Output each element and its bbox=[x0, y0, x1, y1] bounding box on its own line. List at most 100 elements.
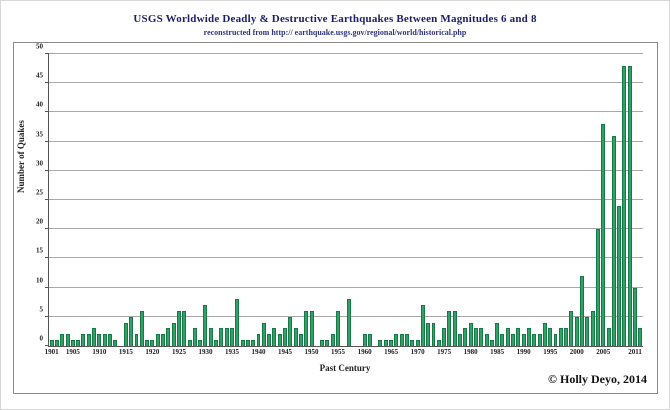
bar-1947 bbox=[293, 328, 298, 346]
bar-2000 bbox=[574, 316, 579, 346]
bar-1981 bbox=[473, 328, 478, 346]
bar-1944 bbox=[277, 334, 282, 346]
bar-1950 bbox=[309, 310, 314, 346]
y-tick-35 bbox=[45, 140, 49, 142]
bar-1994 bbox=[542, 322, 547, 346]
bar-1993 bbox=[537, 334, 542, 346]
bar-1975 bbox=[442, 328, 447, 346]
bar-1969 bbox=[410, 340, 415, 346]
bar-1986 bbox=[500, 334, 505, 346]
bar-1983 bbox=[484, 334, 489, 346]
bar-1902 bbox=[54, 340, 59, 346]
bar-1990 bbox=[521, 334, 526, 346]
bar-1925 bbox=[176, 310, 181, 346]
bar-1941 bbox=[261, 322, 266, 346]
bar-1984 bbox=[489, 340, 494, 346]
bar-1936 bbox=[235, 299, 240, 346]
bar-1946 bbox=[288, 316, 293, 346]
bar-1955 bbox=[336, 310, 341, 346]
bar-1964 bbox=[383, 340, 388, 346]
bar-1926 bbox=[182, 310, 187, 346]
bar-1909 bbox=[92, 328, 97, 346]
bar-1989 bbox=[516, 328, 521, 346]
bar-1953 bbox=[325, 340, 330, 346]
bar-1915 bbox=[123, 322, 128, 346]
bar-1932 bbox=[214, 340, 219, 346]
copyright-text: © Holly Deyo, 2014 bbox=[548, 372, 647, 386]
bar-1908 bbox=[86, 334, 91, 346]
y-axis-title: Number of Quakes bbox=[16, 120, 26, 193]
y-tick-10 bbox=[45, 286, 49, 288]
bar-1910 bbox=[97, 334, 102, 346]
bar-1998 bbox=[564, 328, 569, 346]
x-tick-label-1995: 1995 bbox=[543, 348, 558, 356]
bar-1940 bbox=[256, 334, 261, 346]
x-tick-label-1965: 1965 bbox=[384, 348, 399, 356]
bar-1980 bbox=[468, 322, 473, 346]
chart-title: USGS Worldwide Deadly & Destructive Eart… bbox=[133, 13, 537, 25]
bar-1901 bbox=[49, 340, 54, 346]
gridline-30 bbox=[49, 169, 643, 171]
bar-1957 bbox=[346, 299, 351, 346]
bar-2012 bbox=[638, 328, 643, 346]
bar-1931 bbox=[208, 328, 213, 346]
bar-1943 bbox=[272, 328, 277, 346]
bar-1979 bbox=[463, 328, 468, 346]
bar-1911 bbox=[102, 334, 107, 346]
bar-1921 bbox=[155, 334, 160, 346]
bar-1949 bbox=[304, 310, 309, 346]
x-tick-label-1950: 1950 bbox=[304, 348, 319, 356]
bar-1922 bbox=[161, 334, 165, 346]
bar-1937 bbox=[240, 340, 245, 346]
bar-1920 bbox=[150, 340, 155, 346]
x-tick-label-1920: 1920 bbox=[145, 348, 160, 356]
bar-1982 bbox=[479, 328, 484, 346]
gridline-20 bbox=[49, 228, 643, 230]
bar-1971 bbox=[420, 305, 425, 346]
x-tick-label-1980: 1980 bbox=[463, 348, 478, 356]
bar-1987 bbox=[505, 328, 510, 346]
gridline-5 bbox=[49, 315, 643, 317]
bar-1991 bbox=[526, 328, 531, 346]
x-axis-title: Past Century bbox=[319, 363, 371, 373]
y-tick-label-35: 35 bbox=[36, 130, 43, 139]
bar-1960 bbox=[362, 334, 367, 346]
bar-1972 bbox=[426, 322, 431, 346]
x-tick-label-1970: 1970 bbox=[410, 348, 425, 356]
bar-1961 bbox=[367, 334, 372, 346]
bar-1930 bbox=[203, 305, 208, 346]
y-tick-label-30: 30 bbox=[36, 159, 43, 168]
y-tick-label-10: 10 bbox=[36, 276, 43, 285]
bar-1924 bbox=[171, 322, 176, 346]
x-tick-label-1975: 1975 bbox=[437, 348, 452, 356]
bar-2010 bbox=[627, 65, 632, 346]
y-tick-50 bbox=[45, 53, 49, 54]
bar-1928 bbox=[192, 328, 197, 346]
bar-1935 bbox=[229, 328, 234, 346]
bar-1929 bbox=[198, 340, 203, 346]
x-tick-label-1910: 1910 bbox=[92, 348, 107, 356]
bar-1916 bbox=[129, 316, 134, 346]
bar-1954 bbox=[330, 334, 335, 346]
x-tick-label-1955: 1955 bbox=[331, 348, 346, 356]
x-tick-label-2011: 2011 bbox=[628, 348, 642, 356]
y-tick-5 bbox=[45, 315, 49, 317]
bar-1907 bbox=[81, 334, 86, 346]
y-tick-25 bbox=[45, 199, 49, 200]
bar-1939 bbox=[251, 340, 256, 346]
bar-1977 bbox=[452, 310, 457, 346]
bar-1968 bbox=[405, 334, 409, 346]
bar-1963 bbox=[378, 340, 383, 346]
bar-1927 bbox=[187, 340, 192, 346]
x-tick-label-1935: 1935 bbox=[224, 348, 239, 356]
bar-1945 bbox=[283, 328, 287, 346]
gridline-35 bbox=[49, 140, 643, 142]
bar-2009 bbox=[622, 65, 627, 346]
bar-1973 bbox=[431, 322, 436, 346]
gridline-15 bbox=[49, 257, 643, 259]
y-tick-label-15: 15 bbox=[36, 246, 43, 255]
bar-1938 bbox=[245, 340, 250, 346]
x-tick-label-1901: 1901 bbox=[44, 348, 59, 356]
bar-2002 bbox=[585, 316, 590, 346]
